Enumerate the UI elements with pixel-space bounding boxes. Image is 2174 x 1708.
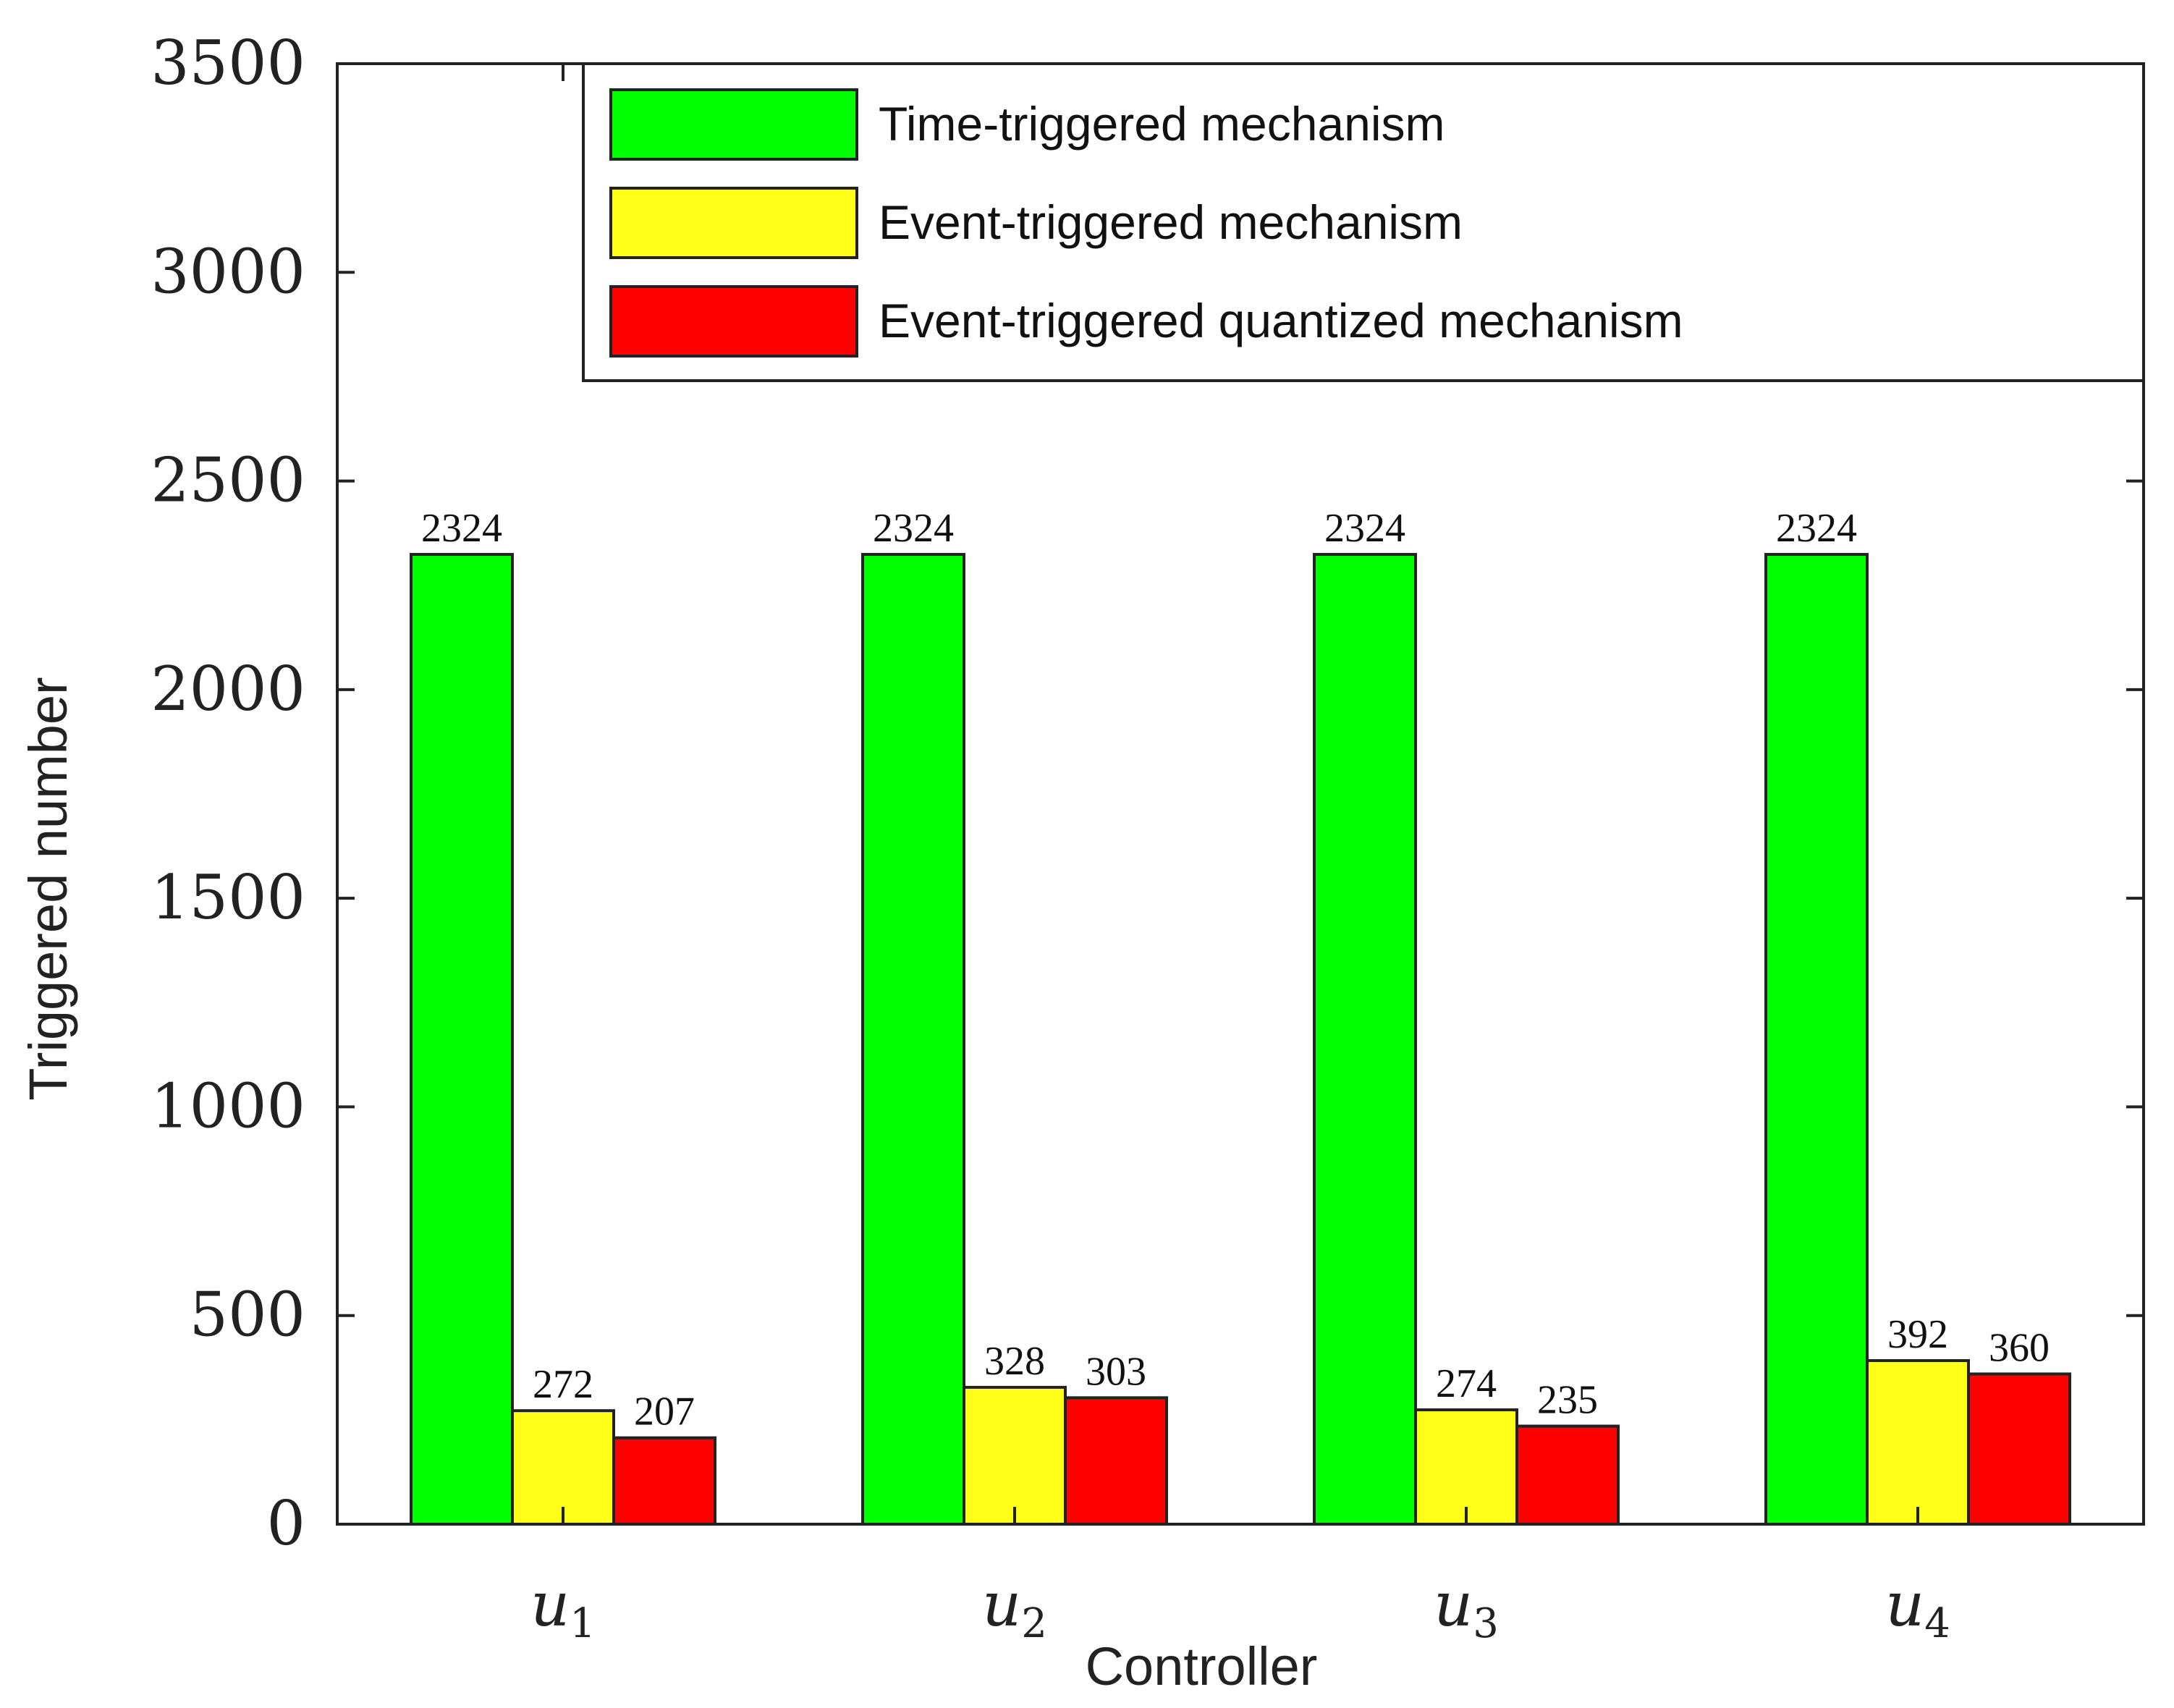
bars-layer [410,553,2071,1526]
x-tick-label: u2 [982,1569,1047,1647]
x-tick-label: u4 [1885,1569,1950,1647]
x-tick-label-subscript: 2 [1021,1600,1047,1647]
data-label: 2324 [1324,506,1405,551]
data-label: 274 [1436,1361,1497,1406]
data-label: 392 [1887,1312,1948,1357]
data-label: 2324 [1776,506,1857,551]
legend-swatch [609,88,858,161]
data-label: 272 [533,1362,593,1407]
x-tick-label-subscript: 3 [1473,1600,1499,1647]
x-tick-label-base: u [1434,1569,1473,1640]
data-label: 360 [1989,1325,2050,1370]
data-label: 2324 [873,506,954,551]
x-axis-title: Controller [1086,1636,1318,1696]
x-tick-label-base: u [1885,1569,1924,1640]
data-label: 235 [1537,1378,1598,1423]
y-tick-label: 500 [190,1280,305,1350]
data-label: 328 [984,1339,1045,1384]
bar [963,1385,1067,1526]
bar [1866,1358,1970,1526]
data-label: 303 [1086,1349,1146,1394]
bar [861,553,965,1526]
x-tick-label-base: u [982,1569,1021,1640]
y-axis: 0 500 1000 1500 2000 2500 3000 3500 [151,28,2144,1559]
x-tick-label: u1 [530,1569,596,1647]
x-tick-label: u3 [1434,1569,1499,1647]
y-tick-label: 0 [267,1488,305,1559]
legend-swatch [609,285,858,358]
y-tick-label: 3000 [151,236,305,307]
data-label: 2324 [421,506,502,551]
y-tick-label: 1500 [151,862,305,933]
bar [1764,553,1869,1526]
bar [410,553,514,1526]
data-labels-layer: 2324 272 207 2324 328 303 2324 274 235 2324 392 360 [421,506,2050,1434]
y-tick-label: 2000 [151,654,305,724]
legend-swatch [609,187,858,259]
x-tick-label-subscript: 4 [1924,1600,1950,1647]
y-tick-label: 2500 [151,445,305,516]
y-tick-label: 3500 [151,28,305,98]
legend-label: Time-triggered mechanism [879,97,1445,151]
y-tick-label: 1000 [151,1070,305,1141]
bar [1313,553,1417,1526]
bar [1064,1396,1168,1526]
legend-label: Event-triggered mechanism [879,195,1463,249]
bar [1967,1372,2071,1526]
data-label: 207 [634,1390,695,1434]
x-tick-label-base: u [530,1569,570,1640]
legend-label: Event-triggered quantized mechanism [879,294,1683,347]
x-tick-label-subscript: 1 [570,1600,596,1647]
bar [1515,1424,1620,1526]
y-axis-title: Triggered number [18,677,78,1100]
legend: Time-triggered mechanism Event-triggered … [582,62,2145,382]
bar [612,1436,716,1526]
